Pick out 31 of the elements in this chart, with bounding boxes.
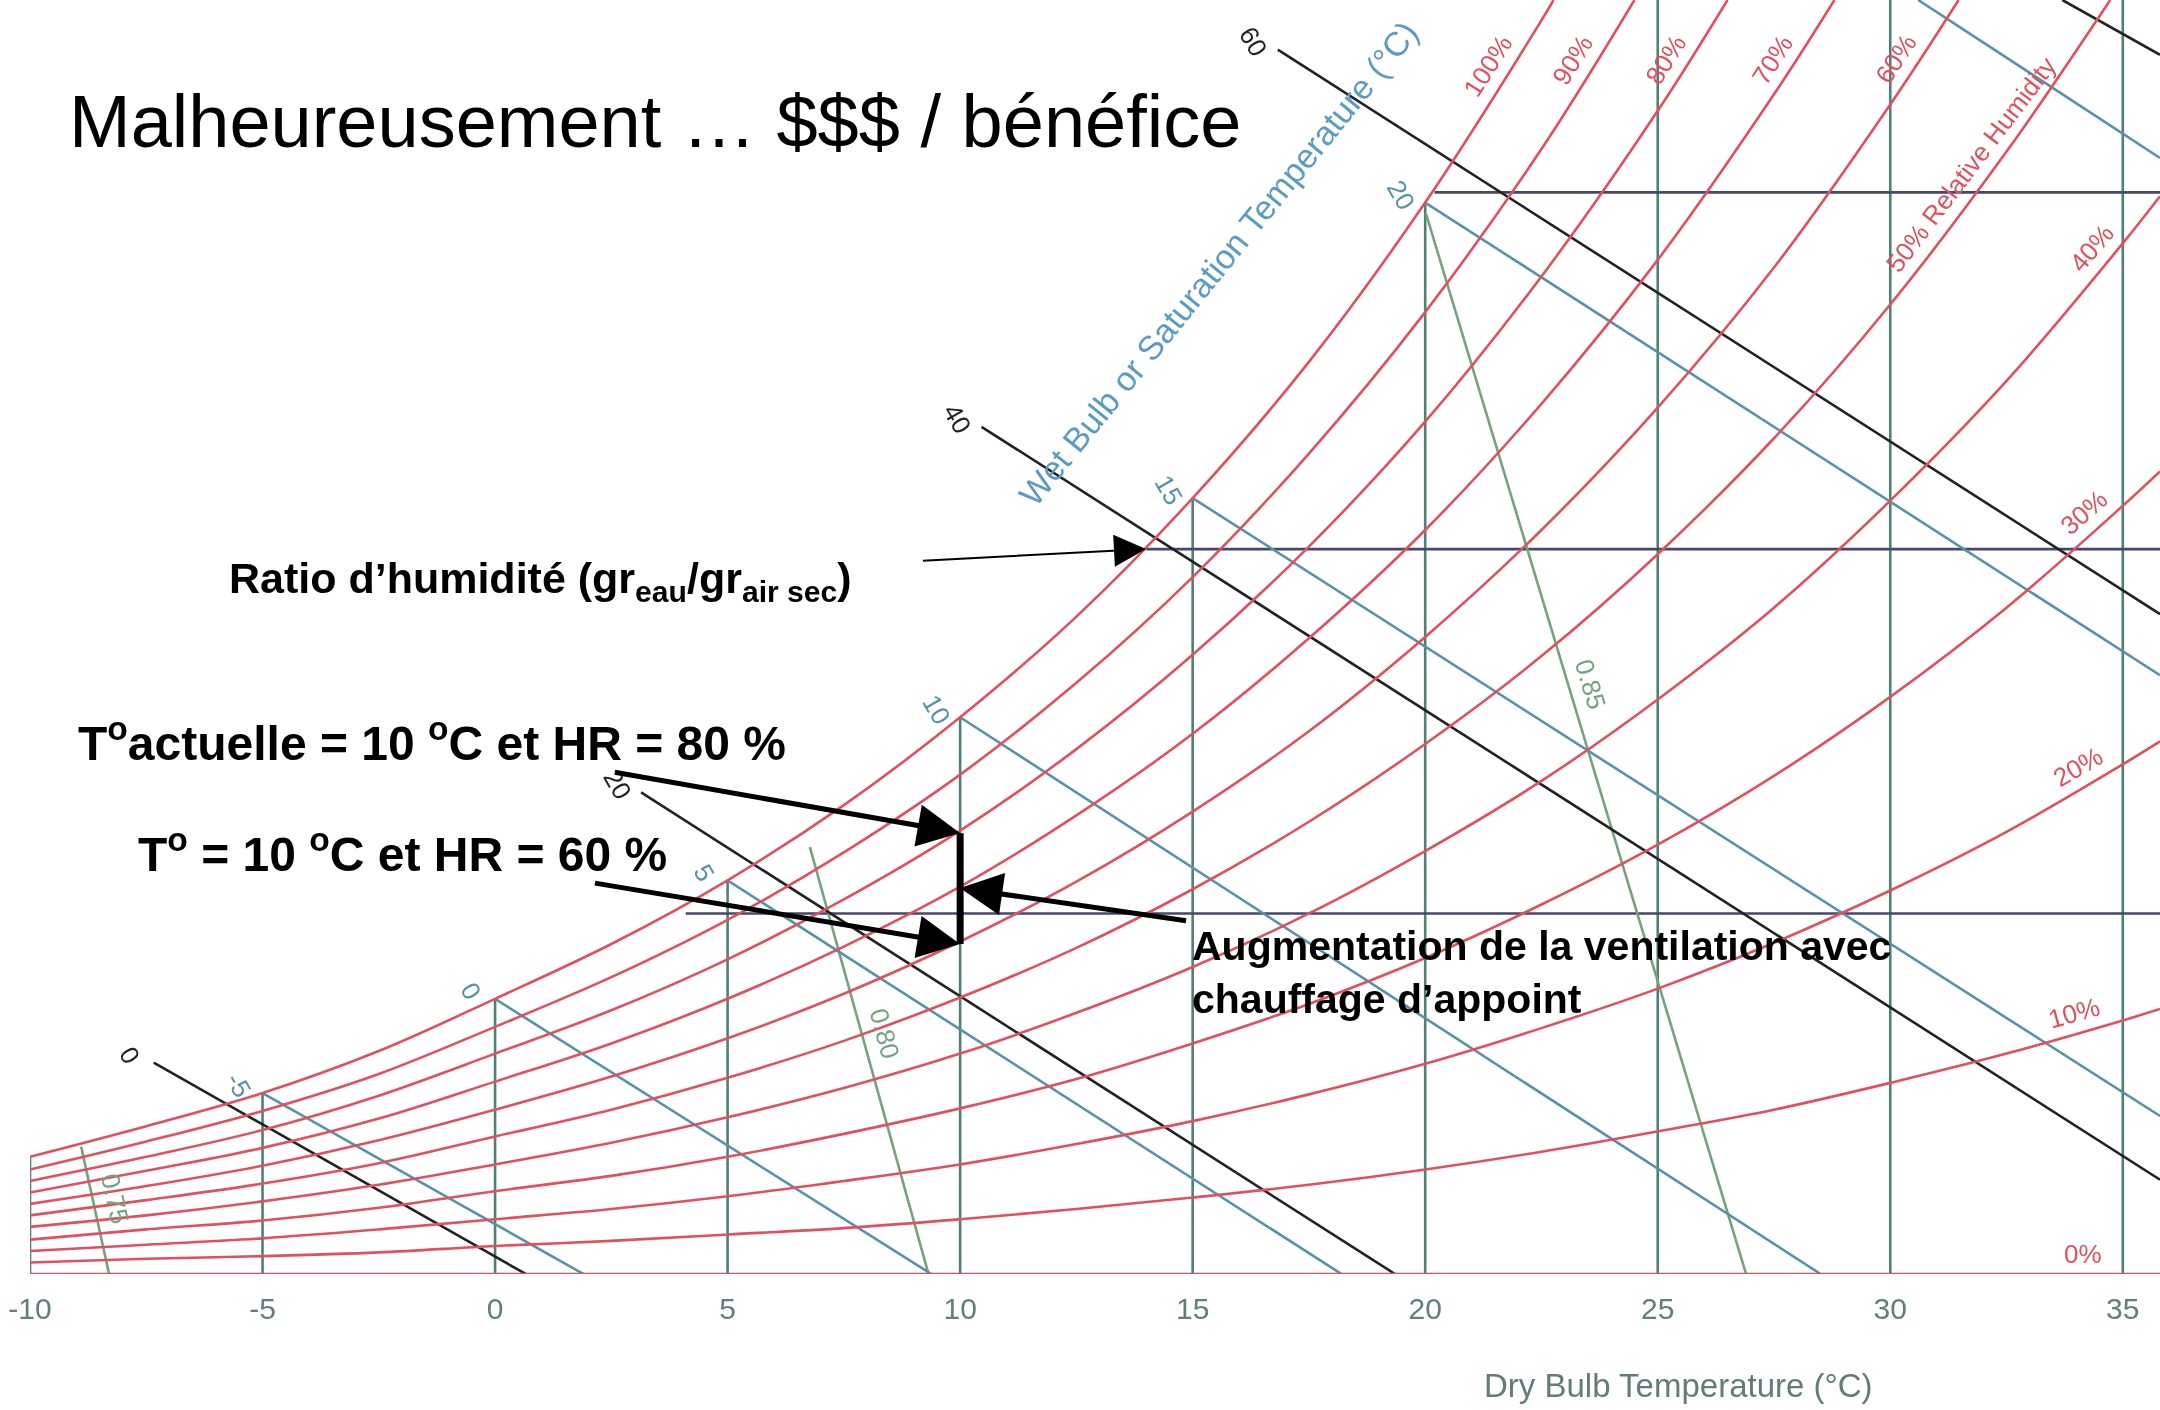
x-tick-label: 10 xyxy=(943,1292,977,1325)
text: 20% xyxy=(2047,740,2109,793)
text: 0.80 xyxy=(863,1005,906,1062)
text: 5 xyxy=(687,858,721,887)
annotation: T$^{o}$actuelle = 10 $^{o}$C et HR = 80 % xyxy=(78,710,786,771)
x-tick-label: 20 xyxy=(1408,1292,1442,1325)
x-tick-label: 0 xyxy=(486,1292,504,1325)
x-tick-label: -5 xyxy=(249,1292,276,1325)
text: 0.75 xyxy=(94,1170,136,1227)
text: 0 xyxy=(454,977,488,1005)
series-label: 0% xyxy=(2064,1239,2102,1269)
x-tick-label: 30 xyxy=(1873,1292,1907,1325)
annotation: T$^{o}$ = 10 $^{o}$C et HR = 60 % xyxy=(138,821,668,882)
text: 20 xyxy=(1380,174,1422,216)
text: Malheureusement … $$$ / bénéfice xyxy=(69,79,1242,163)
text: -5 xyxy=(219,1067,258,1103)
x-tick-label: 35 xyxy=(2106,1292,2140,1325)
x-tick-label: 5 xyxy=(719,1292,736,1325)
x-tick-label: 15 xyxy=(1175,1292,1210,1325)
x-axis-title: Dry Bulb Temperature (°C) xyxy=(1484,1367,1873,1404)
text: 0.85 xyxy=(1568,655,1613,713)
text: 60 xyxy=(1233,21,1274,62)
text: 30% xyxy=(2054,483,2114,541)
x-tick-label: 25 xyxy=(1641,1292,1675,1325)
x-tick-label: -10 xyxy=(8,1292,52,1325)
text: 40 xyxy=(937,398,978,439)
text: 0 xyxy=(112,1041,147,1069)
text: 10 xyxy=(916,689,957,730)
text: 10% xyxy=(2044,991,2104,1035)
text: 15 xyxy=(1148,469,1189,510)
annotation: Ratio d’humidité (gr$_{eau}$/gr$_{air sec}$) xyxy=(229,554,852,609)
